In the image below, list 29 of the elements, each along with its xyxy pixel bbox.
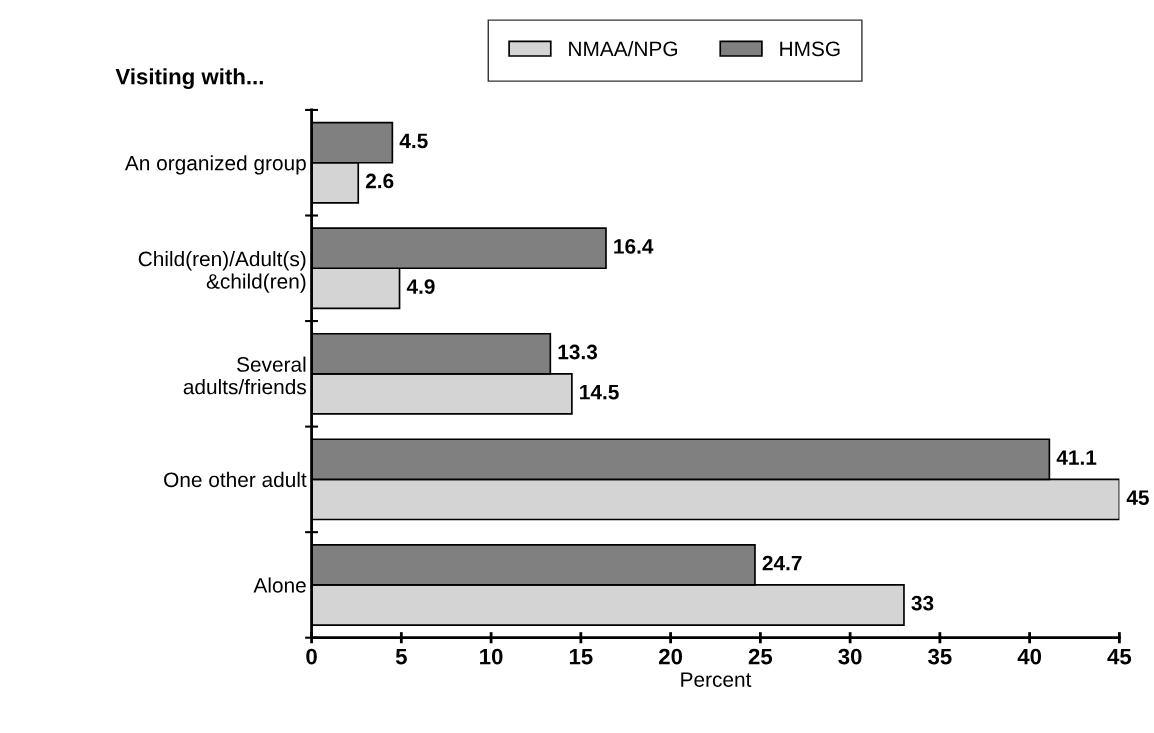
x-tick-label: 15 xyxy=(569,648,593,665)
y-tick-label: Several adults/friends xyxy=(183,356,306,395)
x-tick-label: 40 xyxy=(1017,648,1042,665)
x-tick-label: 25 xyxy=(748,648,773,665)
data-label: 4.5 xyxy=(399,133,428,149)
data-label: 4.9 xyxy=(406,279,435,294)
data-label: 24.7 xyxy=(762,555,802,571)
data-label: 41.1 xyxy=(1056,450,1097,465)
x-tick-label: 45 xyxy=(1107,648,1132,665)
x-tick-label: 35 xyxy=(928,648,952,665)
data-label: 33 xyxy=(911,595,934,611)
chart-title: Visiting with... xyxy=(115,68,263,89)
y-tick-label: Child(ren)/Adult(s) &child(ren) xyxy=(138,251,306,293)
legend-label: NMAA/NPG xyxy=(569,40,678,57)
x-axis-title: Percent xyxy=(681,672,752,687)
x-tick-label: 0 xyxy=(306,648,317,665)
x-tick-label: 5 xyxy=(395,648,407,665)
y-tick-label: Alone xyxy=(253,577,306,593)
data-label: 2.6 xyxy=(365,173,394,189)
x-tick-label: 10 xyxy=(480,648,503,665)
x-tick-label: 30 xyxy=(838,648,862,665)
data-label: 13.3 xyxy=(558,344,598,360)
data-label: 16.4 xyxy=(614,239,654,254)
data-label: 45 xyxy=(1126,490,1149,506)
legend-label: HMSG xyxy=(780,41,840,57)
data-label: 14.5 xyxy=(580,384,619,400)
y-tick-label: One other adult xyxy=(164,471,307,488)
y-tick-label: An organized group xyxy=(124,155,306,175)
x-tick-label: 20 xyxy=(659,648,683,665)
